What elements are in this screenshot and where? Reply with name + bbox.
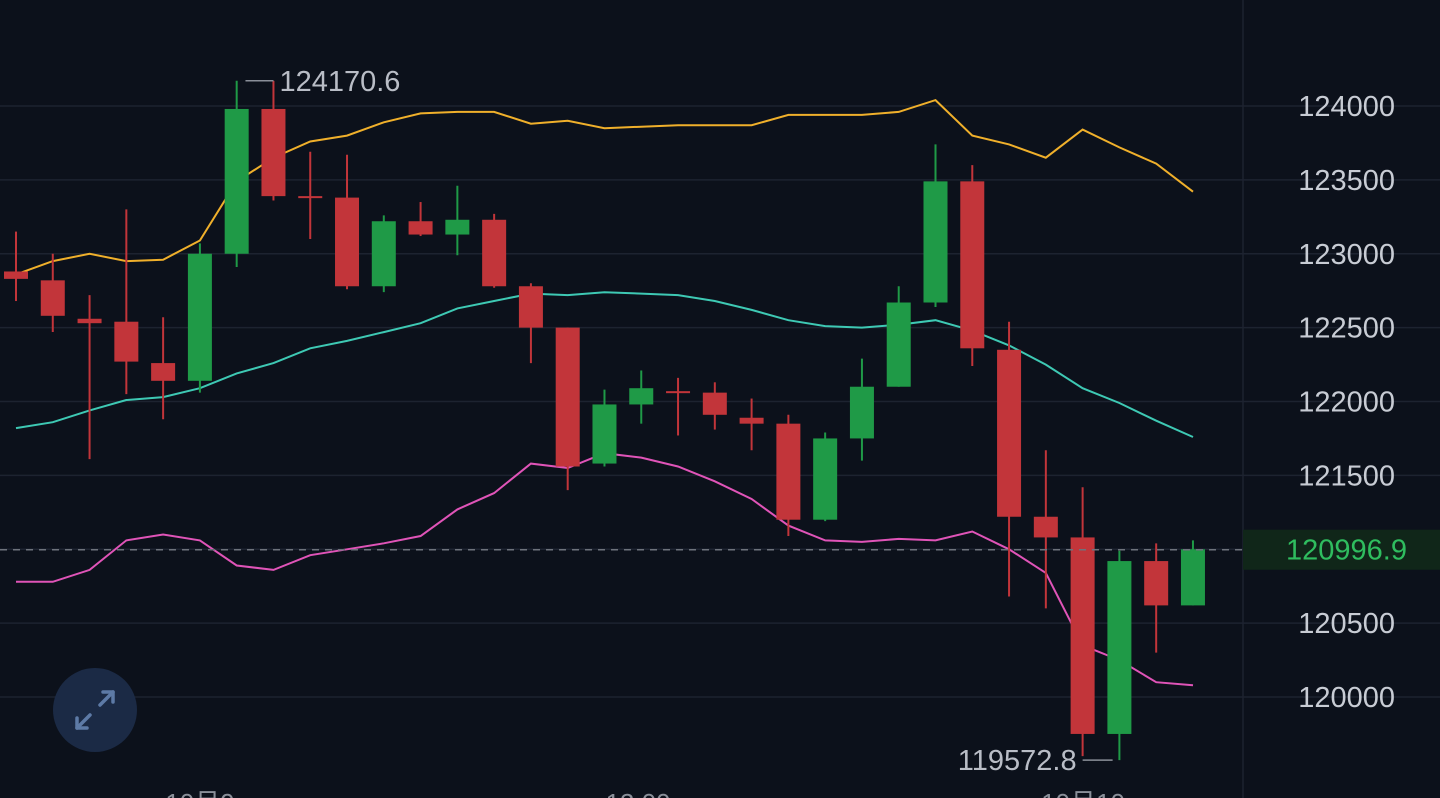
current-price-label: 120996.9 (1286, 535, 1407, 567)
candle-body (408, 221, 433, 235)
candle-up (371, 215, 396, 293)
candle-body (776, 423, 801, 520)
candle-body (666, 391, 691, 394)
candle-body (592, 404, 617, 464)
candle-down (114, 209, 139, 395)
y-tick-label: 122500 (1298, 313, 1395, 345)
y-tick-label: 120500 (1298, 608, 1395, 640)
candle-body (849, 386, 874, 439)
low-price-label: 119572.8 (958, 745, 1077, 777)
x-tick-label: 10月9 (165, 788, 234, 798)
candle-down (776, 414, 801, 536)
candle-down (739, 398, 764, 451)
candle-body (335, 197, 360, 287)
candle-up (1107, 550, 1132, 761)
candle-body (261, 108, 286, 197)
y-tick-label: 121500 (1298, 460, 1395, 492)
candle-body (997, 349, 1022, 517)
candle-body (445, 219, 470, 235)
candle-up (923, 144, 948, 307)
current-price-tag (1243, 529, 1440, 570)
candle-up (1180, 540, 1205, 606)
candle-body (1144, 561, 1169, 606)
candle-body (187, 253, 212, 381)
candle-down (298, 151, 323, 239)
candle-up (445, 185, 470, 256)
candle-down (1070, 487, 1095, 757)
candle-down (666, 377, 691, 436)
candle-down (77, 295, 102, 460)
candle-down (40, 253, 65, 333)
candle-body (371, 221, 396, 287)
candle-up (187, 243, 212, 393)
candle-body (1180, 549, 1205, 606)
candle-down (702, 382, 727, 430)
candles (4, 80, 1205, 761)
candle-down (151, 317, 176, 420)
candle-body (923, 181, 948, 303)
candle-down (960, 165, 985, 367)
candle-body (1033, 516, 1058, 538)
candle-down (518, 283, 543, 364)
candle-down (4, 231, 28, 302)
candle-down (997, 321, 1022, 597)
y-tick-label: 123500 (1298, 165, 1395, 197)
candle-body (702, 392, 727, 415)
upper-band-line (15, 98, 1194, 276)
x-tick-label: 10月10 (1041, 788, 1125, 798)
candle-body (482, 219, 507, 287)
expand-button[interactable] (53, 668, 137, 752)
candle-up (629, 370, 654, 424)
candle-body (629, 388, 654, 405)
high-price-label: 124170.6 (279, 66, 400, 98)
candle-body (1107, 561, 1132, 734)
candle-body (40, 280, 65, 316)
candle-down (335, 154, 360, 290)
candle-up (849, 358, 874, 461)
candle-body (960, 181, 985, 349)
candle-body (886, 302, 911, 387)
candle-body (518, 286, 543, 328)
y-tick-label: 120000 (1298, 682, 1395, 714)
candle-up (813, 432, 838, 522)
candle-down (408, 202, 433, 237)
candle-down (1144, 543, 1169, 653)
y-tick-label: 123000 (1298, 239, 1395, 271)
annotations: 120996.9 124170.6 119572.8 (0, 66, 1440, 777)
expand-arrows-icon (75, 690, 115, 730)
candle-up (592, 389, 617, 467)
candle-down (482, 213, 507, 288)
candle-down (555, 327, 580, 491)
candle-body (298, 196, 323, 199)
candle-down (1033, 450, 1058, 609)
y-tick-label: 122000 (1298, 387, 1395, 419)
candle-body (4, 271, 28, 279)
candle-body (1070, 537, 1095, 734)
candle-body (114, 321, 139, 362)
candle-body (739, 417, 764, 424)
candle-body (555, 327, 580, 467)
candle-up (886, 286, 911, 387)
price-axis: 120000 120500 121500 122000 122500 123000 1235… (165, 91, 1395, 798)
candle-up (224, 80, 249, 268)
x-tick-label: 12:00 (605, 788, 670, 798)
candle-body (224, 108, 249, 254)
candle-body (77, 318, 102, 324)
y-tick-label: 124000 (1298, 91, 1395, 123)
candle-down (261, 80, 286, 201)
middle-band-line (15, 291, 1194, 438)
candle-body (151, 363, 176, 381)
candle-body (813, 438, 838, 520)
